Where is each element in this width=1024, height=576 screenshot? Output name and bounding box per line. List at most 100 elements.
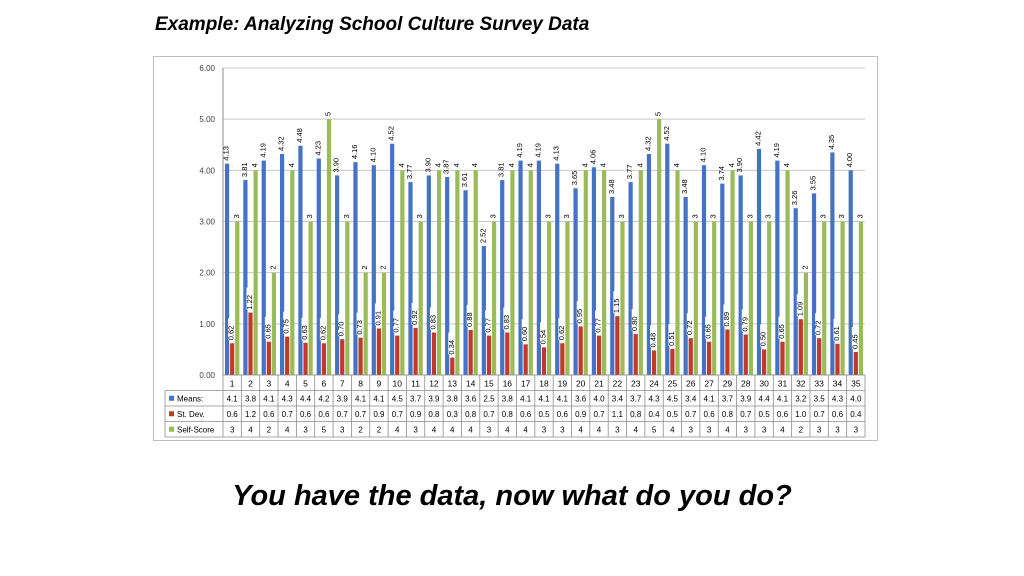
bar-stdev — [798, 319, 803, 375]
bar-self-score — [693, 221, 698, 375]
table-cell: 0.3 — [447, 410, 459, 419]
data-label: 4.48 — [295, 128, 304, 143]
table-cell: 3 — [413, 426, 418, 435]
table-cell: 0.6 — [557, 410, 569, 419]
bar-mean — [280, 153, 285, 375]
data-label: 4 — [507, 163, 516, 167]
x-tick-label: 31 — [778, 379, 788, 389]
legend-swatch — [169, 395, 174, 401]
data-label: 0.62 — [557, 326, 566, 341]
bar-mean — [224, 163, 230, 375]
bar-self-score — [840, 221, 845, 375]
data-label-bg — [264, 316, 273, 339]
bar-stdev — [505, 332, 510, 375]
data-label: 2 — [360, 265, 369, 269]
table-cell: 0.7 — [814, 410, 826, 419]
data-label-bg — [228, 318, 237, 341]
bar-self-score — [748, 221, 753, 375]
x-tick-label: 23 — [631, 379, 641, 389]
data-label: 4.13 — [552, 146, 561, 161]
data-label: 0.70 — [337, 322, 346, 337]
table-cell: 0.7 — [483, 410, 495, 419]
table-cell: 3 — [854, 426, 859, 435]
data-label: 3.48 — [607, 179, 616, 194]
bar-mean — [646, 153, 652, 375]
table-cell: 3 — [615, 426, 620, 435]
bar-mean — [500, 180, 505, 375]
x-tick-label: 32 — [796, 379, 806, 389]
table-cell: 0.7 — [355, 410, 367, 419]
data-label: 3 — [415, 214, 424, 218]
x-tick-label: 29 — [723, 379, 733, 389]
data-label: 3.77 — [405, 164, 414, 179]
table-cell: 4.1 — [520, 395, 532, 404]
x-tick-label: 9 — [377, 379, 382, 389]
data-label-bg — [448, 332, 457, 355]
bar-self-score — [455, 170, 460, 375]
x-tick-label: 25 — [668, 379, 678, 389]
data-label: 4.10 — [698, 148, 707, 163]
data-label: 0.65 — [704, 324, 713, 339]
bar-self-score — [565, 221, 570, 375]
table-cell: 4 — [450, 426, 455, 435]
bar-stdev — [541, 347, 547, 375]
data-label: 0.75 — [282, 319, 291, 334]
table-cell: 2 — [358, 426, 363, 435]
bar-stdev — [651, 350, 657, 375]
y-tick-label: 6.00 — [199, 64, 215, 73]
data-label: 3.87 — [442, 159, 451, 174]
table-cell: 2.5 — [483, 395, 495, 404]
data-label: 0.91 — [373, 311, 382, 326]
data-label: 4 — [727, 163, 736, 167]
table-cell: 4.5 — [667, 395, 679, 404]
data-label: 3.90 — [332, 158, 341, 173]
data-label-bg — [760, 324, 769, 347]
data-label: 0.63 — [300, 325, 309, 340]
bar-self-score — [583, 170, 588, 375]
table-cell: 4.1 — [538, 395, 550, 404]
bar-self-score — [858, 221, 864, 375]
data-label: 0.62 — [318, 326, 327, 341]
table-cell: 4.1 — [227, 395, 239, 404]
bar-chart: 0.001.002.003.004.005.006.004.130.6233.8… — [153, 56, 878, 441]
table-cell: 0.5 — [538, 410, 550, 419]
table-cell: 0.9 — [575, 410, 587, 419]
x-tick-label: 15 — [484, 379, 494, 389]
data-label: 0.65 — [263, 324, 272, 339]
bar-self-score — [675, 170, 680, 375]
table-cell: 0.8 — [722, 410, 734, 419]
bar-stdev — [431, 332, 437, 375]
table-cell: 4.1 — [704, 395, 716, 404]
table-cell: 4 — [468, 426, 473, 435]
data-label: 0.61 — [832, 326, 841, 341]
data-label: 3 — [342, 214, 351, 218]
bar-stdev — [578, 326, 583, 375]
bar-self-score — [657, 119, 662, 375]
data-label: 0.34 — [447, 340, 456, 355]
bar-mean — [573, 188, 578, 375]
x-tick-label: 1 — [230, 379, 235, 389]
table-cell: 4.3 — [648, 395, 660, 404]
x-tick-label: 35 — [851, 379, 861, 389]
legend-label: Self-Score — [177, 426, 215, 435]
table-cell: 4.1 — [777, 395, 789, 404]
data-label: 1.22 — [245, 295, 254, 310]
table-cell: 3 — [817, 426, 822, 435]
data-label-bg — [393, 310, 402, 333]
data-label: 5 — [323, 112, 332, 116]
legend-label: Means: — [177, 395, 203, 404]
data-label: 4.23 — [313, 141, 322, 156]
bar-stdev — [596, 335, 602, 375]
data-label-bg — [705, 316, 714, 339]
bar-self-score — [730, 170, 735, 375]
table-cell: 4.1 — [355, 395, 367, 404]
data-label: 3.90 — [735, 158, 744, 173]
table-cell: 3.9 — [740, 395, 752, 404]
table-cell: 4.3 — [832, 395, 844, 404]
bar-self-score — [363, 272, 368, 375]
data-label: 4.10 — [368, 148, 377, 163]
table-cell: 3.2 — [795, 395, 807, 404]
data-label: 4 — [782, 163, 791, 167]
table-cell: 0.4 — [850, 410, 862, 419]
table-cell: 0.8 — [630, 410, 642, 419]
